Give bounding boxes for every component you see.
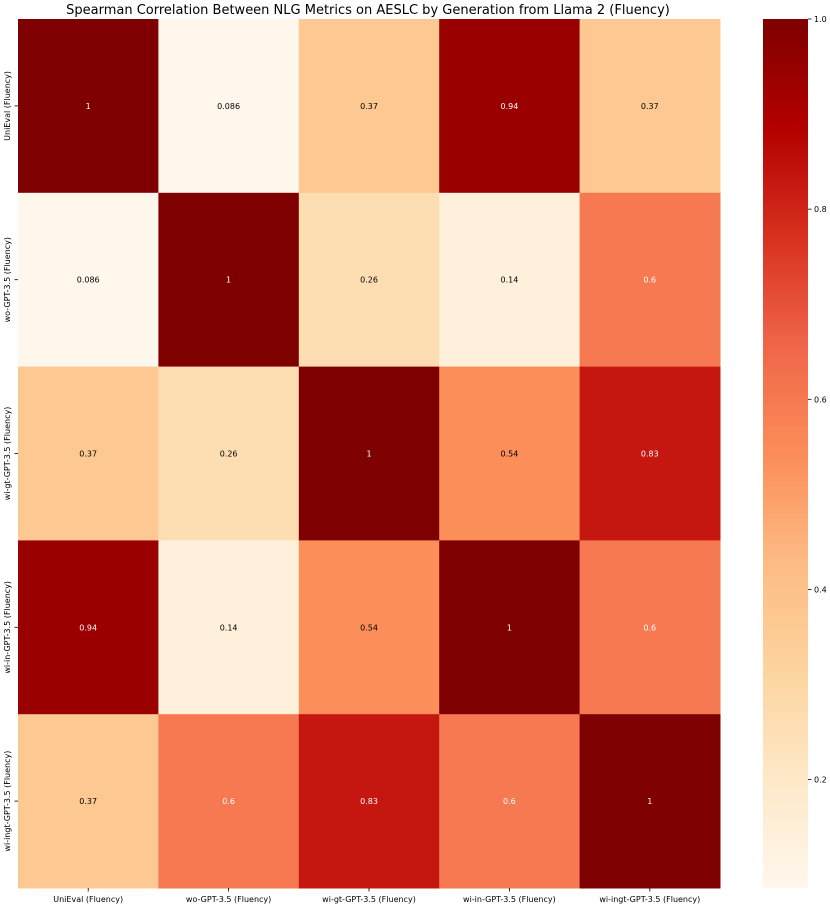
cell-value-label: 1	[507, 623, 512, 632]
heatmap-cell	[18, 366, 159, 541]
cell-value-label: 0.83	[641, 450, 659, 459]
heatmap-cell	[579, 714, 721, 889]
cell-value-label: 0.54	[500, 450, 518, 459]
x-tick-label: UniEval (Fluency)	[53, 895, 123, 904]
cell-value-label: 0.54	[360, 623, 378, 632]
y-tick-label: UniEval (Fluency)	[3, 71, 12, 141]
cell-value-label: 0.6	[643, 276, 656, 285]
heatmap-cell	[18, 714, 159, 889]
heatmap-cell	[158, 192, 300, 368]
cell-value-label: 0.6	[503, 797, 516, 806]
colorbar-tick-label: 0.4	[814, 585, 827, 594]
cell-value-label: 0.83	[360, 797, 378, 806]
heatmap-cell	[158, 540, 300, 715]
colorbar-tick-label: 0.2	[814, 776, 827, 785]
heatmap-cell	[18, 192, 159, 368]
heatmap-cell	[439, 714, 581, 889]
y-tick-label: wi-in-GPT-3.5 (Fluency)	[3, 581, 12, 674]
cell-value-label: 0.14	[220, 623, 238, 632]
heatmap-cell	[298, 366, 440, 541]
cell-value-label: 0.37	[360, 102, 378, 111]
colorbar-tick-label: 0.8	[814, 205, 827, 214]
heatmap-cell	[579, 366, 721, 541]
cell-value-label: 0.37	[79, 450, 97, 459]
cell-value-label: 1	[366, 450, 371, 459]
heatmap-cell	[158, 366, 300, 541]
x-tick-label: wo-GPT-3.5 (Fluency)	[186, 895, 271, 904]
cell-value-label: 0.26	[220, 450, 238, 459]
x-tick-label: wi-gt-GPT-3.5 (Fluency)	[322, 895, 416, 904]
cell-value-label: 0.37	[79, 797, 97, 806]
cell-value-label: 0.94	[79, 623, 97, 632]
heatmap-cell	[439, 366, 581, 541]
chart-title: Spearman Correlation Between NLG Metrics…	[66, 3, 670, 18]
heatmap-cell	[298, 540, 440, 715]
heatmap-cell	[439, 19, 581, 194]
cell-value-label: 1	[226, 276, 231, 285]
cell-value-label: 0.086	[77, 276, 100, 285]
cell-value-label: 0.6	[222, 797, 235, 806]
x-tick-label: wi-in-GPT-3.5 (Fluency)	[463, 895, 556, 904]
heatmap-cells: 1 0.086 0.37 0.94 0.37 0.086 1 0.26 0.14 0.6 0.37 0…	[18, 19, 721, 889]
heatmap-cell	[579, 540, 721, 715]
heatmap-cell	[439, 540, 581, 715]
colorbar-tick-label: 1.0	[814, 15, 827, 24]
cell-value-label: 0.94	[500, 102, 518, 111]
y-tick-label: wi-ingt-GPT-3.5 (Fluency)	[3, 751, 12, 852]
cell-value-label: 0.37	[641, 102, 659, 111]
heatmap-cell	[579, 192, 721, 368]
colorbar-gradient	[763, 19, 808, 888]
colorbar: 0.2 0.4 0.6 0.8 1.0	[763, 15, 827, 888]
cell-value-label: 1	[647, 797, 652, 806]
heatmap-cell	[158, 714, 300, 889]
colorbar-tick-label: 0.6	[814, 395, 827, 404]
x-tick-label: wi-ingt-GPT-3.5 (Fluency)	[599, 895, 700, 904]
cell-value-label: 1	[86, 102, 91, 111]
cell-value-label: 0.14	[500, 276, 518, 285]
heatmap-cell	[298, 19, 440, 194]
heatmap-cell	[158, 19, 300, 194]
y-axis: UniEval (Fluency) wo-GPT-3.5 (Fluency) wi-…	[3, 71, 18, 852]
x-axis: UniEval (Fluency) wo-GPT-3.5 (Fluency) wi-…	[53, 888, 700, 904]
cell-value-label: 0.26	[360, 276, 378, 285]
y-tick-label: wi-gt-GPT-3.5 (Fluency)	[3, 407, 12, 501]
cell-value-label: 0.6	[643, 623, 656, 632]
heatmap-cell	[18, 540, 159, 715]
heatmap-cell	[439, 192, 581, 368]
y-tick-label: wo-GPT-3.5 (Fluency)	[3, 237, 12, 322]
heatmap-cell	[18, 19, 159, 194]
heatmap-cell	[298, 714, 440, 889]
cell-value-label: 0.086	[217, 102, 240, 111]
heatmap-cell	[298, 192, 440, 368]
heatmap-cell	[579, 19, 721, 194]
